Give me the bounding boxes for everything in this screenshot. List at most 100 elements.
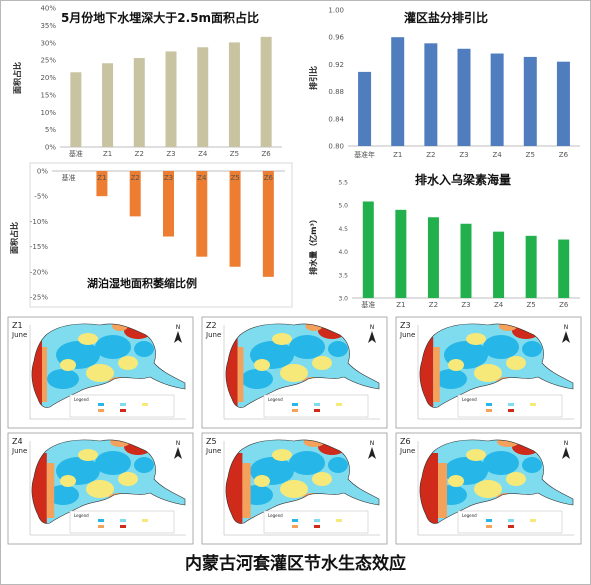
- bar-Z4: [196, 171, 208, 257]
- legend-swatch: [530, 519, 536, 522]
- map-legend: Legend: [263, 394, 369, 418]
- legend-swatch: [314, 519, 320, 522]
- x-tick-label: Z1: [396, 301, 405, 309]
- map-zone: [312, 472, 332, 486]
- x-tick-label: Z2: [426, 151, 435, 159]
- map-zone: [86, 364, 114, 382]
- map-zone: [272, 449, 292, 461]
- north-arrow-icon: [174, 331, 182, 343]
- y-tick-label: -20%: [30, 268, 48, 276]
- map-scenario-label: Z2: [206, 321, 217, 330]
- bar-Z2: [133, 58, 145, 147]
- legend-swatch: [486, 525, 492, 528]
- north-label: N: [564, 324, 569, 331]
- map-zone-orange-north: [498, 323, 518, 331]
- bar-Z2: [427, 217, 439, 298]
- map-region: [419, 323, 573, 408]
- map-zone: [254, 359, 270, 371]
- y-tick-label: 5%: [45, 126, 56, 134]
- legend-swatch: [486, 409, 492, 412]
- y-tick-label: -25%: [30, 294, 48, 302]
- map-scenario-label: Z5: [206, 437, 217, 446]
- x-tick-label: Z4: [198, 150, 208, 158]
- map-zone: [328, 457, 348, 473]
- chart-3: 0% -5% -10% -15% -20% -25% 基准 Z1 Z2 Z3 Z4 Z5 Z6 湖泊湿地面…: [9, 162, 293, 308]
- north-arrow-icon: [562, 447, 570, 459]
- y-tick-label: 15%: [40, 91, 56, 99]
- north-label: N: [176, 324, 181, 331]
- map-zone: [254, 475, 270, 487]
- legend-swatch: [314, 525, 320, 528]
- legend-swatch: [142, 519, 148, 522]
- x-tick-label: Z4: [197, 174, 207, 182]
- map-scenario-label: Z6: [400, 437, 411, 446]
- map-zone: [483, 451, 519, 475]
- y-tick-label: -5%: [34, 193, 48, 201]
- y-tick-label: 10%: [40, 109, 56, 117]
- legend-swatch: [98, 403, 104, 406]
- y-axis-label: 面积占比: [9, 222, 19, 254]
- x-tick-label: Z6: [559, 301, 569, 309]
- map-zone-orange-north: [305, 323, 323, 331]
- map-zone-orange-north: [110, 439, 130, 447]
- map-legend: Legend: [69, 394, 175, 418]
- map-scenario-label: Z4: [12, 437, 23, 446]
- map-zone-orange-west: [46, 463, 55, 518]
- bar-Z2: [129, 171, 141, 217]
- legend-swatch: [486, 403, 492, 406]
- y-tick-label: 25%: [40, 57, 56, 65]
- map-zone-red-west: [32, 337, 42, 408]
- bar-Z1: [102, 63, 114, 147]
- map-zone: [448, 475, 464, 487]
- x-tick-label: Z6: [559, 151, 569, 159]
- map-zone: [506, 472, 526, 486]
- north-arrow-icon: [174, 447, 182, 459]
- legend-swatch: [486, 519, 492, 522]
- x-tick-label: 基准年: [354, 150, 375, 159]
- legend-swatch: [508, 409, 514, 412]
- y-tick-label: 20%: [40, 74, 56, 82]
- map-month-label: June: [399, 447, 415, 455]
- chart-1: 0% 5% 10% 15% 20% 25% 30% 35% 40% 基准 Z1 Z2 Z3 Z4 Z5 Z6 5…: [12, 5, 282, 158]
- chart-3-frame: [29, 162, 293, 308]
- bar-Z1: [391, 37, 405, 147]
- map-zone: [95, 451, 131, 475]
- north-label: N: [564, 440, 569, 447]
- map-region: [31, 323, 185, 408]
- map-month-label: June: [11, 331, 27, 339]
- map-zone: [280, 480, 308, 498]
- y-tick-label: 0.88: [328, 88, 344, 96]
- map-outline: [225, 439, 380, 524]
- legend-swatch: [530, 403, 536, 406]
- north-arrow-icon: [368, 447, 376, 459]
- north-label: N: [176, 440, 181, 447]
- map-zone: [118, 356, 138, 370]
- map-zone-orange-north: [112, 323, 128, 331]
- bar-Z5: [229, 171, 241, 267]
- chart-4: 3.0 3.5 4.0 4.5 5.0 5.5 基准 Z1 Z2 Z3 Z4 Z5 Z6 排水入乌梁素海量…: [308, 172, 580, 309]
- y-tick-label: 0%: [45, 144, 56, 152]
- chart-title: 排水入乌梁素海量: [415, 172, 511, 187]
- map-region: [225, 439, 379, 524]
- y-tick-label: 30%: [40, 39, 56, 47]
- legend-swatch: [142, 403, 148, 406]
- x-tick-label: Z4: [494, 301, 504, 309]
- map-zone: [466, 449, 486, 461]
- legend-title: Legend: [74, 513, 89, 518]
- y-axis-label: 排水量（亿m³）: [308, 215, 318, 275]
- map-region: [31, 439, 185, 524]
- y-tick-label: 0.92: [328, 61, 344, 69]
- map-zone-red-west: [226, 337, 238, 408]
- x-tick-label: 基准: [361, 300, 375, 309]
- x-tick-label: 基准: [62, 173, 76, 182]
- bar-Z6: [556, 61, 570, 146]
- x-tick-label: Z3: [164, 174, 173, 182]
- north-arrow-icon: [368, 331, 376, 343]
- x-tick-label: Z2: [429, 301, 438, 309]
- legend-swatch: [292, 519, 298, 522]
- map-zone: [522, 341, 542, 357]
- legend-swatch: [120, 525, 126, 528]
